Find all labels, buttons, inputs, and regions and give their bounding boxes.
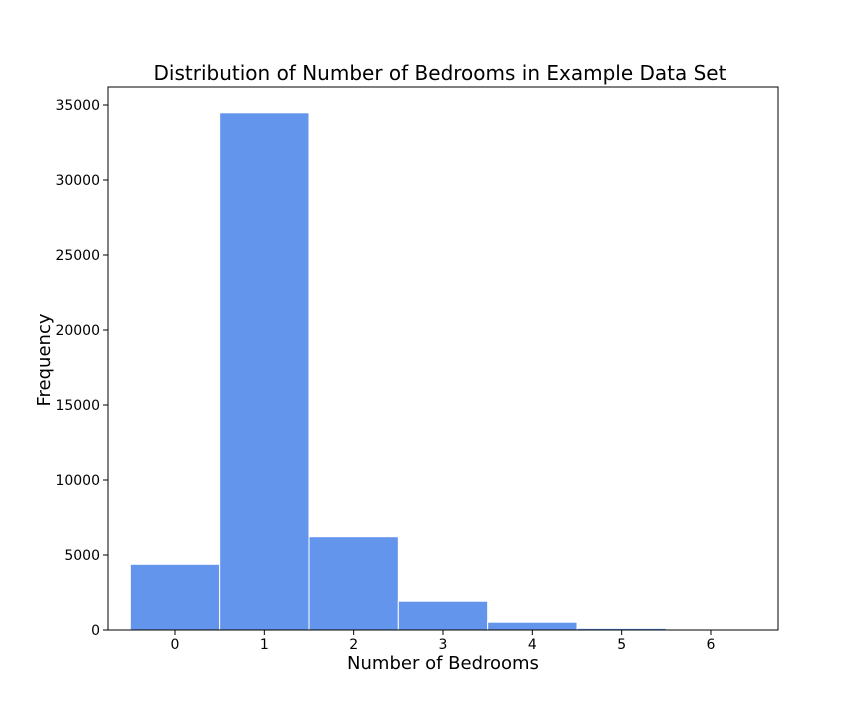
bar-3 <box>397 600 489 631</box>
chart-title: Distribution of Number of Bedrooms in Ex… <box>154 61 727 85</box>
bar-2 <box>308 536 399 631</box>
y-tick-label: 0 <box>91 623 100 639</box>
x-tick-label: 4 <box>528 637 537 653</box>
x-axis-label: Number of Bedrooms <box>347 653 539 674</box>
y-axis-label: Frequency <box>34 313 55 406</box>
y-tick-label: 35000 <box>55 98 100 114</box>
x-tick-label: 0 <box>171 637 180 653</box>
y-axis-ticks: 0 5000 10000 15000 20000 25000 30000 35000 <box>55 98 108 639</box>
y-tick-label: 20000 <box>55 323 100 339</box>
x-tick-label: 3 <box>439 637 448 653</box>
y-tick-label: 30000 <box>55 173 100 189</box>
y-tick-label: 10000 <box>55 473 100 489</box>
y-tick-label: 15000 <box>55 398 100 414</box>
y-tick-label: 5000 <box>64 548 100 564</box>
bar-1 <box>219 112 310 631</box>
x-axis-ticks: 0 1 2 3 4 5 6 <box>171 630 716 653</box>
x-tick-label: 5 <box>617 637 626 653</box>
x-tick-label: 2 <box>349 637 358 653</box>
plot-frame <box>107 86 779 631</box>
bar-0 <box>129 563 221 631</box>
y-tick-label: 25000 <box>55 248 100 264</box>
x-tick-label: 6 <box>707 637 716 653</box>
x-tick-label: 1 <box>260 637 269 653</box>
bars-group <box>129 112 757 631</box>
bar-4 <box>487 621 578 631</box>
